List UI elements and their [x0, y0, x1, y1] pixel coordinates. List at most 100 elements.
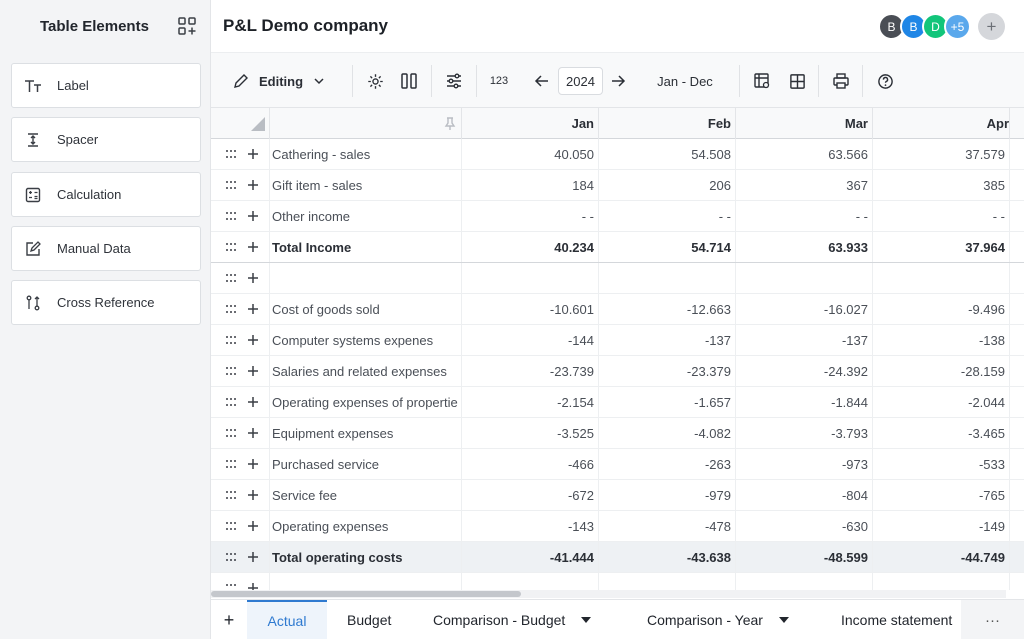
drag-handle-icon[interactable]	[225, 304, 237, 314]
cell-mar[interactable]: -804	[736, 480, 873, 510]
add-collaborator-button[interactable]: +	[978, 13, 1005, 40]
sidebar-item-manual-data[interactable]: Manual Data	[11, 226, 201, 271]
grid-view-button[interactable]	[786, 67, 808, 95]
tab-actual[interactable]: Actual	[247, 600, 327, 639]
avatar-more-count[interactable]: +5	[944, 13, 971, 40]
drag-handle-icon[interactable]	[225, 428, 237, 438]
add-row-icon[interactable]	[247, 365, 259, 377]
cell-mar[interactable]: -16.027	[736, 294, 873, 324]
horizontal-scrollbar[interactable]	[211, 590, 1006, 598]
caret-down-icon[interactable]	[581, 617, 592, 623]
pin-icon[interactable]	[443, 116, 457, 131]
tab-budget[interactable]: Budget	[347, 600, 391, 639]
cell-feb[interactable]: -4.082	[599, 418, 736, 448]
row-label[interactable]: Operating expenses of propertie	[270, 387, 462, 417]
cell-mar[interactable]	[736, 573, 873, 590]
table-row[interactable]	[211, 263, 1024, 294]
table-row[interactable]: Service fee -672 -979 -804 -765	[211, 480, 1024, 511]
row-label[interactable]	[270, 573, 462, 590]
add-row-icon[interactable]	[247, 148, 259, 160]
cell-mar[interactable]: 367	[736, 170, 873, 200]
sidebar-item-calculation[interactable]: Calculation	[11, 172, 201, 217]
cell-feb[interactable]: 54.508	[599, 139, 736, 169]
drag-handle-icon[interactable]	[225, 583, 237, 590]
row-label[interactable]: Operating expenses	[270, 511, 462, 541]
table-row[interactable]: Cost of goods sold -10.601 -12.663 -16.027-…	[211, 294, 1024, 325]
drag-handle-icon[interactable]	[225, 552, 237, 562]
add-row-icon[interactable]	[247, 427, 259, 439]
table-row[interactable]: Salaries and related expenses -23.739 -23.…	[211, 356, 1024, 387]
cell-jan[interactable]: 184	[462, 170, 599, 200]
sidebar-item-cross-reference[interactable]: Cross Reference	[11, 280, 201, 325]
cell-mar[interactable]: -630	[736, 511, 873, 541]
cell-feb[interactable]: -137	[599, 325, 736, 355]
drag-handle-icon[interactable]	[225, 459, 237, 469]
year-field[interactable]: 2024	[558, 67, 603, 95]
cell-mar[interactable]: -973	[736, 449, 873, 479]
sidebar-item-spacer[interactable]: Spacer	[11, 117, 201, 162]
table-row[interactable]: Purchased service -466 -263 -973 -533	[211, 449, 1024, 480]
table-settings-button[interactable]	[751, 67, 773, 95]
row-label[interactable]	[270, 263, 462, 293]
table-row[interactable]: Computer systems expenes -144 -137 -137 -138	[211, 325, 1024, 356]
column-header-mar[interactable]: Mar	[736, 108, 873, 139]
row-label[interactable]: Cost of goods sold	[270, 294, 462, 324]
cell-apr[interactable]: 37.579	[873, 139, 1010, 169]
cell-mar[interactable]: 63.566	[736, 139, 873, 169]
table-row[interactable]	[211, 573, 1024, 590]
table-row[interactable]: Equipment expenses -3.525 -4.082 -3.793 -3.4…	[211, 418, 1024, 449]
tab-income-statement[interactable]: Income statement	[841, 600, 952, 639]
editing-mode-dropdown[interactable]: Editing	[233, 67, 331, 95]
table-row[interactable]: Other income - -- -- -- -	[211, 201, 1024, 232]
cell-mar[interactable]: -137	[736, 325, 873, 355]
row-label[interactable]: Other income	[270, 201, 462, 231]
cell-jan[interactable]: - -	[462, 201, 599, 231]
cell-feb[interactable]: -478	[599, 511, 736, 541]
drag-handle-icon[interactable]	[225, 366, 237, 376]
cell-apr[interactable]: -765	[873, 480, 1010, 510]
cell-apr[interactable]: -44.749	[873, 542, 1010, 572]
table-row[interactable]: Total operating costs -41.444 -43.638 -48.5…	[211, 542, 1024, 573]
add-row-icon[interactable]	[247, 241, 259, 253]
tab-comparison-budget[interactable]: Comparison - Budget	[433, 600, 592, 639]
caret-down-icon[interactable]	[778, 617, 789, 623]
previous-year-button[interactable]	[533, 67, 551, 95]
cell-jan[interactable]: -23.739	[462, 356, 599, 386]
add-row-icon[interactable]	[247, 179, 259, 191]
table-row[interactable]: Gift item - sales 184 206 367 385	[211, 170, 1024, 201]
cell-jan[interactable]: -41.444	[462, 542, 599, 572]
number-format-button[interactable]: 123	[486, 67, 512, 95]
add-row-icon[interactable]	[247, 582, 259, 590]
cell-jan[interactable]: -466	[462, 449, 599, 479]
row-label[interactable]: Service fee	[270, 480, 462, 510]
cell-apr[interactable]	[873, 573, 1010, 590]
cell-apr[interactable]: -138	[873, 325, 1010, 355]
cell-jan[interactable]: -143	[462, 511, 599, 541]
cell-jan[interactable]: -3.525	[462, 418, 599, 448]
more-tabs-button[interactable]: ···	[961, 600, 1024, 639]
column-header-feb[interactable]: Feb	[599, 108, 736, 139]
drag-handle-icon[interactable]	[225, 242, 237, 252]
table-row[interactable]: Operating expenses -143 -478 -630 -149	[211, 511, 1024, 542]
add-row-icon[interactable]	[247, 334, 259, 346]
cell-apr[interactable]: -149	[873, 511, 1010, 541]
add-row-icon[interactable]	[247, 272, 259, 284]
add-row-icon[interactable]	[247, 210, 259, 222]
cell-mar[interactable]: -48.599	[736, 542, 873, 572]
row-label[interactable]: Total operating costs	[270, 542, 462, 572]
add-row-icon[interactable]	[247, 520, 259, 532]
add-row-icon[interactable]	[247, 303, 259, 315]
cell-apr[interactable]: 37.964	[873, 232, 1010, 262]
drag-handle-icon[interactable]	[225, 335, 237, 345]
table-row[interactable]: Operating expenses of propertie -2.154 -1.…	[211, 387, 1024, 418]
cell-apr[interactable]: -533	[873, 449, 1010, 479]
tab-comparison-year[interactable]: Comparison - Year	[647, 600, 789, 639]
print-button[interactable]	[830, 67, 852, 95]
cell-feb[interactable]: 206	[599, 170, 736, 200]
cell-feb[interactable]: 54.714	[599, 232, 736, 262]
cell-jan[interactable]: -2.154	[462, 387, 599, 417]
row-label[interactable]: Purchased service	[270, 449, 462, 479]
row-label[interactable]: Total Income	[270, 232, 462, 262]
cell-mar[interactable]: -3.793	[736, 418, 873, 448]
cell-feb[interactable]: -1.657	[599, 387, 736, 417]
